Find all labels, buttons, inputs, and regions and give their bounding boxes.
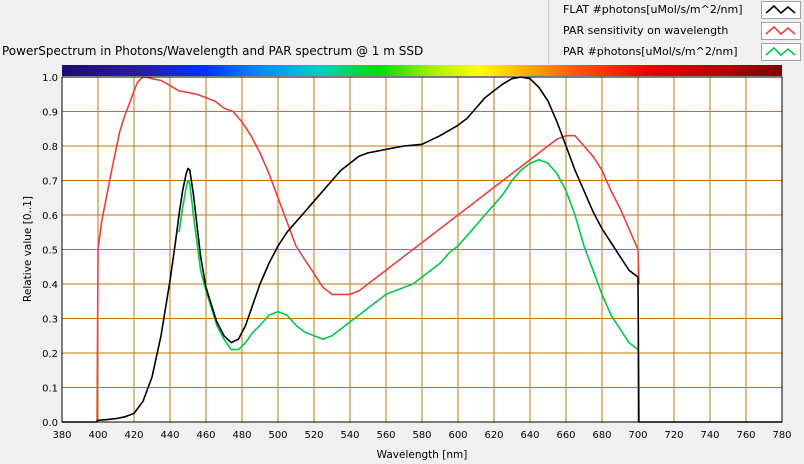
y-tick-label: 0.4 (42, 280, 58, 291)
y-tick-label: 0.5 (42, 246, 58, 257)
series-line-par-photons (178, 159, 639, 351)
chart-title: PowerSpectrum in Photons/Wavelength and … (2, 44, 424, 58)
legend-label-par-photons: PAR #photons[uMol/s/m^2/nm] (563, 45, 738, 58)
x-tick-label: 660 (556, 430, 575, 441)
y-axis-title: Relative value [0..1] (22, 196, 34, 302)
legend-item-flat[interactable]: FLAT #photons[uMol/s/m^2/nm] (549, 0, 804, 21)
x-tick-label: 640 (520, 430, 539, 441)
y-tick-label: 0.8 (42, 142, 58, 153)
legend-item-par-photons[interactable]: PAR #photons[uMol/s/m^2/nm] (549, 42, 804, 63)
x-tick-label: 600 (448, 430, 467, 441)
legend-item-par-sensitivity[interactable]: PAR sensitivity on wavelength (549, 21, 804, 42)
x-tick-labels: 380 400 420 440 460 480 500 520 540 560 580 600 620 6… (52, 430, 791, 441)
legend-swatch-par-sensitivity[interactable] (761, 22, 801, 40)
y-tick-labels: 0.0 0.1 0.2 0.3 0.4 0.5 0.6 0.7 0.8 0.9 1.0 (42, 73, 58, 429)
legend-swatch-flat[interactable] (761, 1, 801, 19)
legend: FLAT #photons[uMol/s/m^2/nm] PAR sensiti… (548, 0, 804, 64)
x-tick-label: 420 (124, 430, 143, 441)
y-tick-label: 0.2 (42, 349, 58, 360)
x-axis-title: Wavelength [nm] (377, 449, 468, 461)
legend-line-icon-par-photons (765, 46, 796, 57)
y-tick-label: 0.1 (42, 384, 58, 395)
x-tick-label: 380 (52, 430, 71, 441)
y-tick-label: 1.0 (42, 73, 58, 84)
spectrum-color-bar (62, 65, 782, 76)
legend-label-par-sensitivity: PAR sensitivity on wavelength (563, 24, 729, 37)
y-tick-label: 0.0 (42, 418, 58, 429)
x-tick-label: 520 (304, 430, 323, 441)
x-tick-label: 760 (736, 430, 755, 441)
y-tick-label: 0.9 (42, 108, 58, 119)
x-tick-label: 460 (196, 430, 215, 441)
legend-swatch-par-photons[interactable] (761, 43, 801, 61)
series-line-flat (62, 76, 782, 423)
legend-label-flat: FLAT #photons[uMol/s/m^2/nm] (563, 3, 743, 16)
x-tick-label: 480 (232, 430, 251, 441)
x-tick-label: 720 (664, 430, 683, 441)
x-tick-label: 440 (160, 430, 179, 441)
grid (62, 77, 782, 422)
x-tick-label: 560 (376, 430, 395, 441)
x-tick-label: 500 (268, 430, 287, 441)
x-tick-label: 680 (592, 430, 611, 441)
legend-line-icon-flat (765, 4, 796, 15)
plot-frame (61, 76, 783, 423)
legend-line-icon-par-sensitivity (765, 25, 796, 36)
x-tick-label: 780 (772, 430, 791, 441)
y-tick-label: 0.6 (42, 211, 58, 222)
y-tick-label: 0.3 (42, 315, 58, 326)
x-tick-label: 540 (340, 430, 359, 441)
x-tick-label: 700 (628, 430, 647, 441)
x-tick-label: 740 (700, 430, 719, 441)
y-tick-label: 0.7 (42, 177, 58, 188)
x-tick-label: 400 (88, 430, 107, 441)
x-tick-label: 580 (412, 430, 431, 441)
x-tick-label: 620 (484, 430, 503, 441)
